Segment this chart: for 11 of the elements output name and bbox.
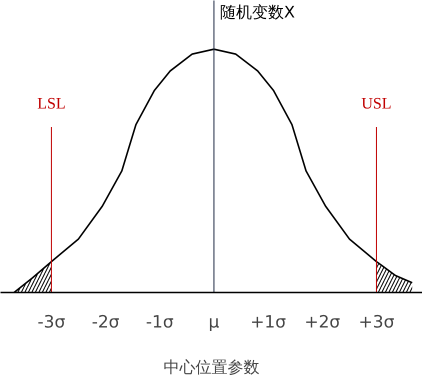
x-tick-label: +2σ — [304, 312, 340, 332]
x-tick-label: +3σ — [358, 312, 395, 332]
ref-line-label: LSL — [37, 95, 66, 112]
x-axis-title: 中心位置参数 — [164, 358, 260, 376]
x-tick-label: -2σ — [92, 312, 120, 332]
ref-line-label: 随机变数X — [220, 2, 295, 22]
x-tick-label: -3σ — [38, 312, 66, 332]
x-tick-label: μ — [208, 312, 220, 332]
ref-line-label: USL — [361, 95, 392, 112]
x-tick-label: +1σ — [250, 312, 286, 332]
x-tick-label: -1σ — [146, 312, 174, 332]
